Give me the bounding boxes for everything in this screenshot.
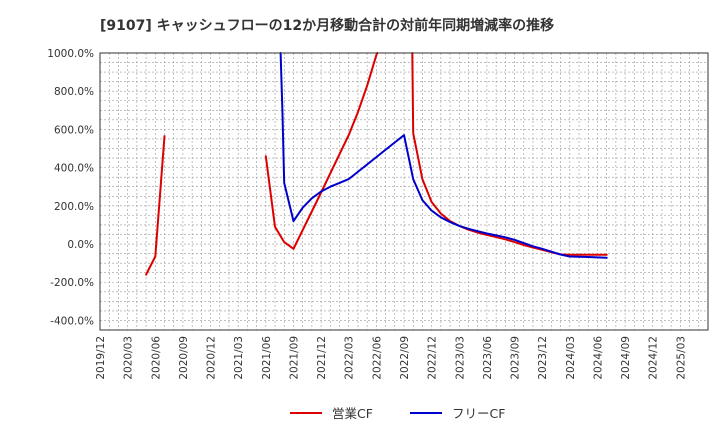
x-tick-label: 2021/03: [233, 336, 245, 380]
x-tick-label: 2022/09: [399, 336, 411, 380]
x-tick-label: 2020/06: [150, 336, 162, 380]
legend-label: 営業CF: [332, 406, 373, 421]
series-line-operating-cf: [145, 135, 166, 276]
x-tick-label: 2022/06: [371, 336, 383, 380]
y-tick-label: 400.0%: [54, 163, 94, 175]
series-line-free-cf: [279, 52, 608, 259]
y-tick-label: 0.0%: [67, 239, 94, 251]
legend-label: フリーCF: [452, 406, 505, 421]
x-tick-label: 2021/09: [288, 336, 300, 380]
x-tick-label: 2025/03: [675, 336, 687, 380]
y-tick-label: 800.0%: [54, 86, 94, 98]
x-tick-label: 2024/06: [592, 336, 604, 380]
x-tick-label: 2022/03: [344, 336, 356, 380]
x-tick-label: 2024/12: [648, 336, 660, 380]
legend: 営業CF フリーCF: [290, 406, 505, 421]
y-tick-label: -200.0%: [50, 277, 94, 289]
series-line-operating-cf: [411, 52, 608, 256]
x-tick-label: 2023/12: [537, 336, 549, 380]
x-tick-label: 2023/06: [482, 336, 494, 380]
y-tick-label: 200.0%: [54, 201, 94, 213]
x-tick-label: 2021/12: [316, 336, 328, 380]
x-tick-label: 2020/12: [206, 336, 218, 380]
grid: [100, 53, 708, 330]
x-tick-label: 2020/09: [178, 336, 190, 380]
x-tick-label: 2022/12: [427, 336, 439, 380]
chart-title: [9107] キャッシュフローの12か月移動合計の対前年同期増減率の推移: [100, 17, 554, 34]
x-tick-label: 2023/09: [510, 336, 522, 380]
y-tick-label: 1000.0%: [47, 48, 94, 60]
series-line-operating-cf: [264, 52, 379, 250]
x-tick-label: 2019/12: [95, 336, 107, 380]
x-tick-label: 2024/03: [565, 336, 577, 380]
y-tick-label: -400.0%: [50, 315, 94, 327]
x-tick-label: 2024/09: [620, 336, 632, 380]
plot-frame: [99, 52, 709, 331]
series: [145, 52, 608, 276]
axes: 1000.0% 800.0% 600.0% 400.0% 200.0% 0.0% -200.…: [47, 48, 687, 380]
y-tick-label: 600.0%: [54, 124, 94, 136]
x-tick-label: 2021/06: [261, 336, 273, 380]
x-tick-label: 2023/03: [454, 336, 466, 380]
x-tick-label: 2020/03: [123, 336, 135, 380]
